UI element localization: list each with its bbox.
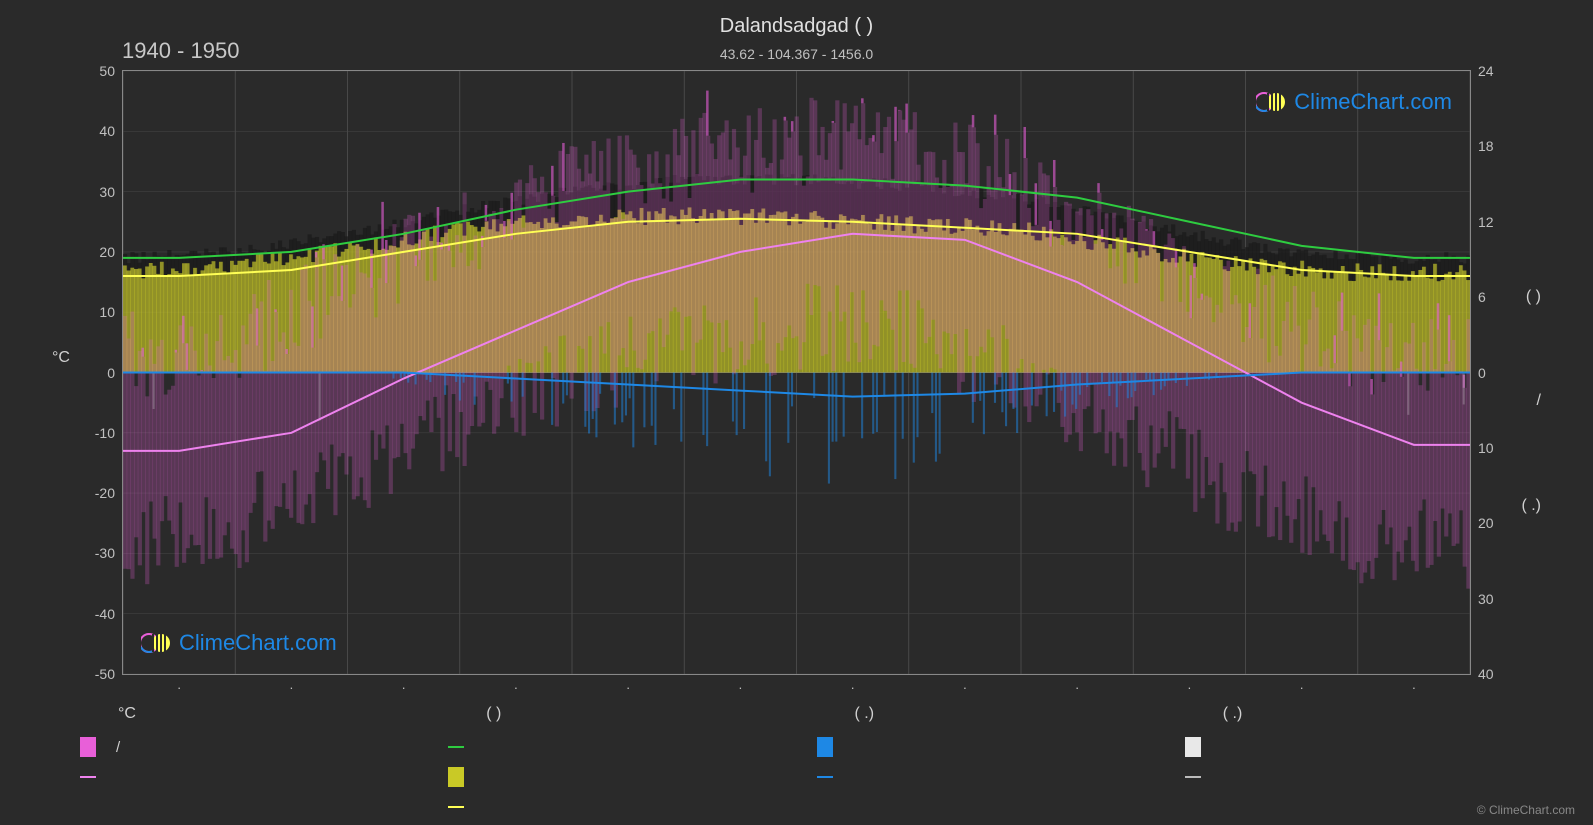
y-tick-left: -20 [85, 485, 115, 501]
legend-item [80, 767, 428, 787]
swatch [448, 767, 464, 787]
legend-item [1185, 767, 1533, 787]
y-axis-right-label-mid: / [1537, 392, 1541, 410]
y-tick-right: 18 [1478, 138, 1494, 154]
chart-container: Dalandsadgad ( ) 43.62 - 104.367 - 1456.… [40, 10, 1553, 705]
logo-bottom: ClimeChart.com [141, 630, 337, 656]
legend-label: / [116, 739, 120, 756]
plot-area: ClimeChart.com ClimeChart.com 5040302010… [122, 70, 1471, 675]
y-tick-left: 0 [85, 365, 115, 381]
x-tick: · [514, 680, 518, 695]
logo-text: ClimeChart.com [179, 630, 337, 656]
y-axis-right-label-bot: ( .) [1521, 497, 1541, 515]
y-tick-right: 20 [1478, 515, 1494, 531]
y-tick-left: -40 [85, 606, 115, 622]
y-tick-left: -10 [85, 425, 115, 441]
legend-header: °C [80, 705, 428, 723]
swatch [817, 737, 833, 757]
legend-item [817, 767, 1165, 787]
x-tick: · [1075, 680, 1079, 695]
x-tick: · [1299, 680, 1303, 695]
logo-top: ClimeChart.com [1256, 89, 1452, 115]
swatch [80, 776, 96, 778]
swatch [1185, 737, 1201, 757]
date-range: 1940 - 1950 [122, 38, 239, 64]
logo-text: ClimeChart.com [1294, 89, 1452, 115]
y-tick-right: 40 [1478, 666, 1494, 682]
legend-header: ( .) [1185, 705, 1533, 723]
y-tick-right: 6 [1478, 289, 1486, 305]
y-axis-right-label-top: ( ) [1526, 288, 1541, 306]
legend-item [448, 767, 796, 787]
y-tick-left: -50 [85, 666, 115, 682]
legend-item [817, 737, 1165, 757]
x-tick: · [177, 680, 181, 695]
legend-col-sun: ( ) [428, 705, 796, 817]
x-tick: · [1187, 680, 1191, 695]
swatch [448, 806, 464, 808]
x-tick: · [289, 680, 293, 695]
legend-item [448, 797, 796, 817]
copyright: © ClimeChart.com [1477, 803, 1575, 817]
legend-item [1185, 737, 1533, 757]
y-tick-right: 12 [1478, 214, 1494, 230]
x-tick: · [850, 680, 854, 695]
swatch [448, 746, 464, 748]
swatch [1185, 776, 1201, 778]
legend: °C / ( ) ( .) ( [60, 705, 1533, 795]
x-tick: · [1412, 680, 1416, 695]
y-tick-left: 40 [85, 123, 115, 139]
y-tick-left: -30 [85, 545, 115, 561]
swatch [817, 776, 833, 778]
y-tick-right: 30 [1478, 591, 1494, 607]
y-tick-right: 0 [1478, 365, 1486, 381]
x-tick: · [401, 680, 405, 695]
legend-item [448, 737, 796, 757]
logo-icon [1256, 90, 1288, 114]
y-tick-left: 10 [85, 304, 115, 320]
x-tick: · [963, 680, 967, 695]
x-tick: · [626, 680, 630, 695]
chart-title: Dalandsadgad ( ) [720, 15, 873, 38]
logo-icon [141, 631, 173, 655]
x-tick: · [738, 680, 742, 695]
y-tick-left: 20 [85, 244, 115, 260]
legend-col-precip: ( .) [797, 705, 1165, 817]
y-tick-left: 50 [85, 63, 115, 79]
legend-header: ( ) [448, 705, 796, 723]
chart-subtitle: 43.62 - 104.367 - 1456.0 [720, 46, 873, 62]
legend-col-temp: °C / [60, 705, 428, 817]
y-tick-right: 24 [1478, 63, 1494, 79]
legend-item: / [80, 737, 428, 757]
y-tick-left: 30 [85, 184, 115, 200]
legend-col-snow: ( .) [1165, 705, 1533, 817]
legend-header: ( .) [817, 705, 1165, 723]
y-tick-right: 10 [1478, 440, 1494, 456]
swatch [80, 737, 96, 757]
y-axis-left-label: °C [52, 349, 70, 367]
